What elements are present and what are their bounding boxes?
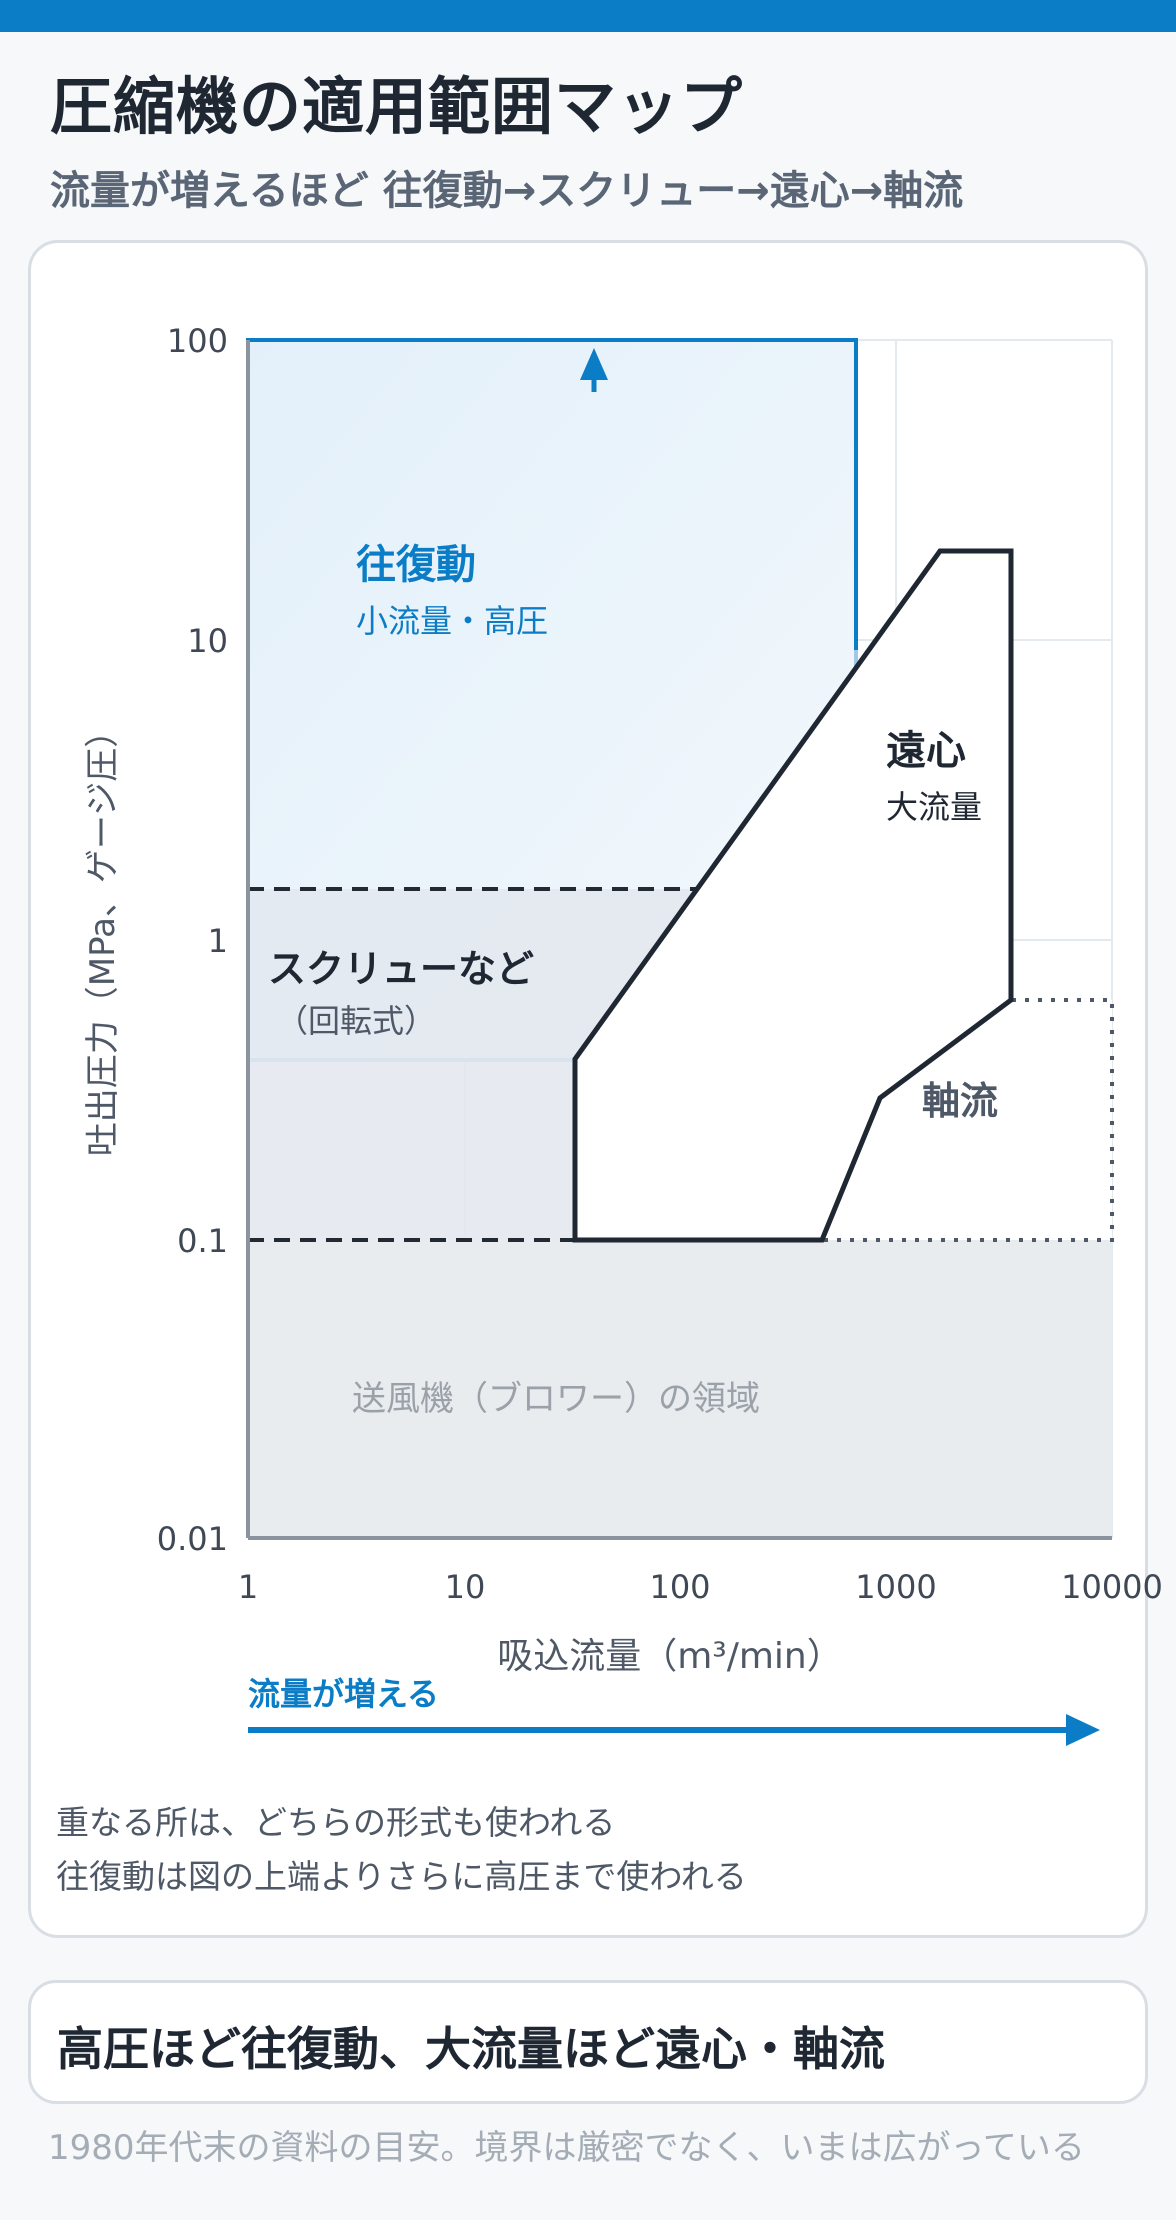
x-tick-label: 100 — [649, 1568, 710, 1606]
summary-text: 高圧ほど往復動、大流量ほど遠心・軸流 — [57, 2022, 885, 2076]
note-reciprocating-high-pressure: 往復動は図の上端よりさらに高圧まで使われる — [56, 1857, 747, 1896]
screw-label: スクリューなど — [268, 947, 534, 991]
note-overlap: 重なる所は、どちらの形式も使われる — [56, 1803, 616, 1842]
y-tick-labels: 100 10 1 0.1 0.01 — [157, 322, 228, 1558]
x-tick-label: 10 — [445, 1568, 486, 1606]
blower-label: 送風機（ブロワー）の領域 — [352, 1379, 760, 1419]
x-axis-title: 吸込流量（m³/min） — [497, 1636, 843, 1677]
x-tick-label: 1000 — [855, 1568, 936, 1606]
application-map-chart: 100 10 1 0.1 0.01 1 10 100 1000 10000 吐出… — [83, 322, 1163, 1746]
summary-card: 高圧ほど往復動、大流量ほど遠心・軸流 — [28, 1980, 1148, 2104]
reciprocating-label: 往復動 — [356, 542, 476, 588]
axial-label: 軸流 — [922, 1079, 998, 1123]
centrifugal-desc: 大流量 — [886, 788, 982, 826]
x-tick-label: 10000 — [1061, 1568, 1163, 1606]
x-tick-label: 1 — [238, 1568, 258, 1606]
page-subtitle: 流量が増えるほど 往復動→スクリュー→遠心→軸流 — [50, 168, 964, 214]
footnote: 1980年代末の資料の目安。境界は厳密でなく、いまは広がっている — [48, 2128, 1085, 2168]
axial-region-border — [822, 998, 1114, 1242]
y-tick-label: 0.1 — [177, 1222, 228, 1260]
y-tick-label: 0.01 — [157, 1520, 228, 1558]
flow-arrow-label: 流量が増える — [248, 1675, 439, 1713]
top-accent-bar — [0, 0, 1176, 32]
centrifugal-region — [572, 548, 1014, 1243]
screw-desc: （回転式） — [276, 1002, 436, 1040]
reciprocating-desc: 小流量・高圧 — [356, 602, 548, 640]
y-tick-label: 1 — [208, 922, 228, 960]
higher-pressure-arrow-icon — [580, 348, 608, 392]
page-title: 圧縮機の適用範囲マップ — [50, 70, 744, 143]
y-tick-label: 100 — [167, 322, 228, 360]
y-tick-label: 10 — [187, 622, 228, 660]
flow-arrow-icon — [248, 1714, 1100, 1746]
y-axis-title: 吐出圧力（MPa、ゲージ圧） — [83, 714, 123, 1156]
axial-region — [822, 1000, 1112, 1240]
blower-region — [248, 1240, 1112, 1538]
centrifugal-label: 遠心 — [886, 728, 966, 774]
x-tick-labels: 1 10 100 1000 10000 — [238, 1568, 1163, 1606]
